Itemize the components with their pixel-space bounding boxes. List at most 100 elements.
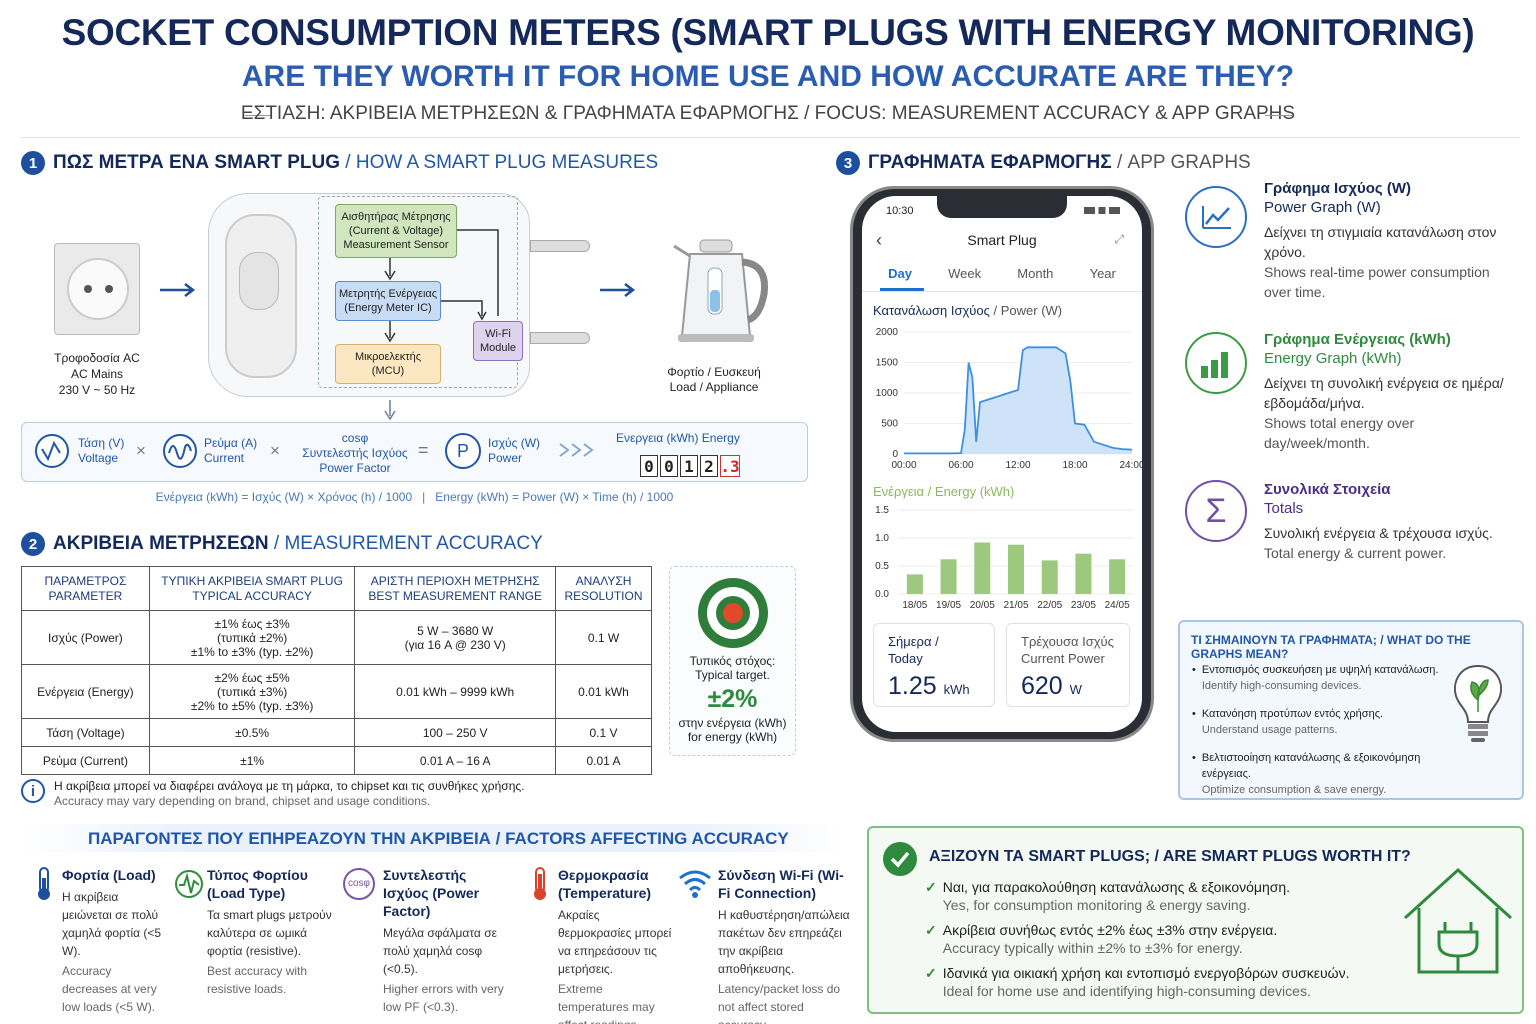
accuracy-note: Η ακρίβεια μπορεί να διαφέρει ανάλογα με…: [54, 779, 525, 808]
signal-arrows: [384, 229, 499, 420]
factor-power-factor: cosφ Συντελεστής Ισχύος (Power Factor) Μ…: [343, 866, 508, 1016]
cos-phi-icon: cosφ: [343, 868, 375, 900]
factor-wifi: Σύνδεση Wi-Fi (Wi-Fi Connection) Η καθυσ…: [678, 866, 850, 1024]
tab-week[interactable]: Week: [948, 266, 982, 281]
load-label: Φορτίο / Ευσκευή Load / Appliance: [667, 365, 761, 394]
accuracy-table: ΠΑΡΑΜΕΤΡΟΣ PARAMETER ΤΥΠΙΚΗ ΑΚΡΙΒΕΙΑ SMAR…: [21, 566, 652, 775]
y-tick-label: 1.0: [875, 533, 889, 544]
x-tick-label: 12:00: [1005, 460, 1030, 471]
section-number: 1: [21, 151, 45, 175]
section3-header: 3 ΓΡΑΦΗΜΑΤΑ ΕΦΑΡΜΟΓΗΣ / APP GRAPHS: [836, 151, 1251, 175]
energy-meter-box: Μετρητής Ενέργειας (Energy Meter IC): [335, 281, 441, 321]
wifi-icon: [679, 870, 711, 898]
table-row: Ενέργεια (Energy) ±2% έως ±5% (τυπικά ±3%…: [21, 664, 652, 719]
section-number: 2: [21, 532, 45, 556]
table-row: Ισχύς (Power) ±1% έως ±3% (τυπικά ±2%) ±1%…: [21, 610, 652, 665]
power-icon: P: [445, 433, 481, 469]
tab-divider: [862, 291, 1142, 292]
x-tick-label: 06:00: [948, 460, 973, 471]
power-chart-title: Κατανάλωση Ισχύος / Power (W): [873, 303, 1063, 318]
x-tick-label: 18:00: [1062, 460, 1087, 471]
lightbulb-leaf-icon: [1454, 664, 1502, 742]
table-header: ΠΑΡΑΜΕΤΡΟΣ PARAMETER: [21, 566, 150, 611]
current-icon: [163, 434, 197, 468]
y-tick-label: 1500: [876, 358, 899, 369]
section-title-en: / HOW A SMART PLUG MEASURES: [340, 152, 659, 173]
energy-counter-digits: 0 0 1 2 .3: [640, 455, 740, 477]
table-header: ΤΥΠΙΚΗ ΑΚΡΙΒΕΙΑ SMART PLUG TYPICAL ACCURA…: [148, 566, 356, 611]
phone-notch: [937, 196, 1067, 218]
tab-year[interactable]: Year: [1089, 266, 1116, 281]
power-chart: 0 500 1000 1500 2000 00:00 06:00 12:00 18:00 24:0…: [876, 327, 1142, 471]
x-tick-label: 23/05: [1071, 600, 1096, 611]
graphs-meaning-title: ΤΙ ΣΗΜΑΙΝΟΥΝ ΤΑ ΓΡΑΦΗΜΑΤΑ; / WHAT DO THE…: [1191, 633, 1471, 661]
energy-bar: [1008, 544, 1024, 594]
app-title: Smart Plug: [967, 232, 1037, 248]
today-label: Σήμερα / Today: [888, 634, 939, 666]
x-tick-label: 24/05: [1105, 600, 1130, 611]
section-title-gr: ΑΚΡΙΒΕΙΑ ΜΕΤΡΗΣΕΩΝ: [53, 533, 269, 554]
divider-right: [1265, 115, 1293, 116]
mcu-box: Μικροελεκτής (MCU): [335, 344, 441, 384]
energy-formula: Ενέργεια (kWh) = Ισχύς (W) × Χρόνος (h) …: [155, 490, 674, 504]
status-time: 10:30: [886, 205, 914, 217]
internal-frame: [318, 196, 518, 388]
graphs-meaning-panel: ΤΙ ΣΗΜΑΙΝΟΥΝ ΤΑ ΓΡΑΦΗΜΑΤΑ; / WHAT DO THE…: [1178, 620, 1524, 800]
x-tick-label: 00:00: [891, 460, 916, 471]
y-tick-label: 0: [892, 449, 898, 460]
today-card: Σήμερα / Today 1.25 kWh: [873, 623, 995, 707]
checkmark-badge-icon: [883, 842, 917, 876]
main-title: SOCKET CONSUMPTION METERS (SMART PLUGS W…: [61, 12, 1475, 53]
section-number: 3: [836, 151, 860, 175]
section-title-en: / MEASUREMENT ACCURACY: [268, 533, 543, 554]
table-row: Τάση (Voltage) ±0.5% 100 – 250 V 0.1 V: [21, 718, 652, 747]
worth-it-title: ΑΞΙΖΟΥΝ ΤΑ SMART PLUGS; / ARE SMART PLUG…: [929, 848, 1411, 865]
energy-bar: [906, 574, 923, 594]
tab-month[interactable]: Month: [1017, 266, 1054, 281]
factor-temperature: Θερμοκρασία (Temperature) Ακραίες θερμοκ…: [526, 866, 674, 1024]
x-tick-label: 22/05: [1037, 600, 1062, 611]
factors-header-band: [21, 824, 846, 852]
double-chevron-icon: [559, 443, 594, 457]
y-tick-label: 500: [881, 419, 898, 430]
sigma-icon: Σ: [1185, 480, 1247, 542]
totals-desc: Συνολικά Στοιχεία Totals Συνολική ενέργει…: [1264, 481, 1493, 561]
edit-icon[interactable]: ⤢: [1114, 232, 1124, 246]
status-icons: [1084, 207, 1120, 214]
tab-day[interactable]: Day: [888, 266, 912, 281]
x-tick-label: 20/05: [970, 600, 995, 611]
current-label: Ρεύμα (A) Current: [204, 436, 258, 465]
table-header: ΑΝΑΛΥΣΗ RESOLUTION: [555, 566, 652, 611]
voltage-label: Τάση (V) Voltage: [78, 436, 125, 465]
graphs-meaning-list: • Εντοπισμός συσκευήσεη με υψηλή κατανάλω…: [1192, 664, 1439, 796]
power-label: Ισχύς (W) Power: [488, 436, 541, 465]
energy-bar: [1075, 553, 1092, 594]
thermometer-icon: [38, 867, 50, 900]
arrow-right-icon: [600, 283, 636, 297]
worth-it-list: ✓ Ναι, για παρακολούθηση κατανάλωσης & εξ…: [925, 879, 1350, 999]
measurement-sensor-box: Αισθητήρας Μέτρησης (Current & Voltage) Me…: [335, 204, 457, 258]
energy-graph-icon: [1185, 332, 1247, 394]
table-header: ΑΡΙΣΤΗ ΠΕΡΙΟΧΗ ΜΕΤΡΗΣΗΣ BEST MEASUREMENT …: [354, 566, 557, 611]
section1-header: 1 ΠΩΣ ΜΕΤΡΑ ΕΝΑ SMART PLUG / HOW A SMART…: [21, 151, 658, 175]
energy-graph-desc: Γράφημα Ενέργειας (kWh) Energy Graph (kWh…: [1264, 331, 1504, 451]
thermometer-hot-icon: [534, 867, 546, 900]
period-tabs: Day Week Month Year: [870, 266, 1134, 281]
arrow-right-icon: [160, 283, 196, 297]
back-chevron-icon[interactable]: ‹: [876, 230, 882, 250]
plug-pin-bottom: [530, 332, 590, 344]
current-power-value: 620 W: [1021, 672, 1082, 700]
x-tick-label: 18/05: [902, 600, 927, 611]
main-subtitle: ARE THEY WORTH IT FOR HOME USE AND HOW A…: [241, 60, 1295, 93]
power-graph-desc: Γράφημα Ισχύος (W) Power Graph (W) Δείχνε…: [1264, 180, 1497, 300]
section-title-en: / APP GRAPHS: [1111, 152, 1251, 173]
header-divider: [20, 137, 1520, 138]
current-power-label: Τρέχουσα Ισχύς Current Power: [1021, 634, 1114, 666]
phone-screen: 10:30 ‹ Smart Plug ⤢ Day Week Month Year…: [862, 196, 1142, 732]
current-power-card: Τρέχουσα Ισχύς Current Power 620 W: [1006, 623, 1130, 707]
energy-counter-label: Ενεργεια (kWh) Energy: [616, 431, 740, 445]
factors-title: ΠΑΡΑΓΟΝΤΕΣ ΠΟΥ ΕΠΗΡΕΑΖΟΥΝ ΤΗΝ ΑΚΡΙΒΕΙΑ /…: [88, 829, 789, 848]
factor-load-type: Τύπος Φορτίου (Load Type) Τα smart plugs…: [175, 866, 333, 998]
voltage-icon: [35, 434, 69, 468]
focus-line: ΕΣΤΙΑΣΗ: ΑΚΡΙΒΕΙΑ ΜΕΤΡΗΣΕΩΝ & ΓΡΑΦΗΜΑΤΑ …: [240, 103, 1296, 124]
